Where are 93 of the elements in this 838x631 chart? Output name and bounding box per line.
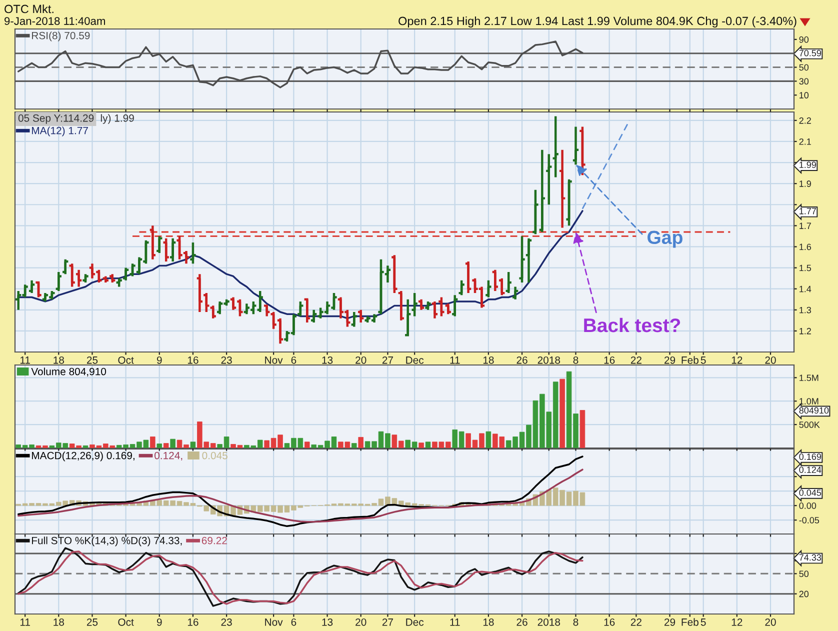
legend-label: MA(12) 1.77 xyxy=(32,126,88,136)
annotation: Back test? xyxy=(584,318,680,332)
y-tick-label: 1.5M xyxy=(800,374,818,382)
x-tick-label: 2018 xyxy=(538,356,560,364)
x-tick-label: 9 xyxy=(156,618,162,626)
y-tick-label: 0.169 xyxy=(799,454,822,460)
x-tick-label: 16 xyxy=(604,618,615,626)
x-tick-label: 13 xyxy=(322,356,333,364)
x-tick-label: 20 xyxy=(356,618,366,626)
y-tick-label: 1.0M xyxy=(800,398,818,404)
y-tick-label: 50 xyxy=(799,64,809,71)
x-tick-label: 18 xyxy=(483,618,494,626)
x-tick-label: 29 xyxy=(664,356,676,364)
y-tick-label: 10 xyxy=(800,92,809,98)
y-tick-label: 1.5 xyxy=(800,264,812,272)
x-tick-label: 20 xyxy=(356,356,366,364)
y-tick-label: 804910 xyxy=(799,407,829,414)
x-tick-label: 12 xyxy=(732,618,742,626)
annotation: ly) 1.99 xyxy=(100,114,134,124)
x-tick-label: Dec xyxy=(406,618,424,626)
x-tick-label: Nov xyxy=(265,356,283,364)
x-tick-label: 16 xyxy=(188,618,198,626)
x-tick-label: 16 xyxy=(604,356,615,364)
y-tick-label: 1.2 xyxy=(800,328,811,334)
x-tick-label: 18 xyxy=(54,356,64,364)
x-tick-label: 26 xyxy=(516,356,528,364)
x-tick-label: 9 xyxy=(156,356,162,364)
x-tick-label: 11 xyxy=(20,618,30,626)
chart-title: OTC Mkt. xyxy=(4,4,54,14)
y-tick-label: 30 xyxy=(799,78,809,85)
y-tick-label: 1.6 xyxy=(800,244,812,250)
y-tick-label: 0.00 xyxy=(799,502,816,509)
legend-label: Volume 804,910 xyxy=(31,368,106,376)
legend-label: MACD(12,26,9) 0.169, xyxy=(32,452,134,462)
x-tick-label: 11 xyxy=(20,356,30,364)
x-tick-label: 6 xyxy=(291,618,296,626)
x-tick-label: Feb xyxy=(682,356,698,364)
x-tick-label: 12 xyxy=(732,356,742,364)
x-tick-label: 18 xyxy=(54,618,64,626)
x-tick-label: 5 xyxy=(700,356,706,364)
annotation: 05 Sep Y:114.29 xyxy=(18,114,94,124)
legend-label: Full STO %K(14,3) %D(3) 74.33, xyxy=(32,536,182,546)
x-tick-label: 22 xyxy=(630,356,642,364)
x-tick-label: Feb xyxy=(682,618,698,626)
y-tick-label: 500K xyxy=(799,422,820,428)
y-tick-label: 0.045 xyxy=(799,489,822,496)
x-tick-label: 20 xyxy=(765,618,776,626)
y-tick-label: 1.9 xyxy=(800,180,811,187)
y-tick-label: 1.77 xyxy=(800,208,816,214)
y-tick-label: 1.7 xyxy=(800,222,811,229)
x-tick-label: 11 xyxy=(450,356,460,364)
legend-label: 69.22 xyxy=(202,536,227,544)
x-tick-label: 8 xyxy=(573,356,578,364)
x-tick-label: 27 xyxy=(382,356,393,364)
y-tick-label: 2.1 xyxy=(799,138,811,145)
x-tick-label: 18 xyxy=(483,356,494,364)
y-tick-label: 1.4 xyxy=(800,286,812,292)
y-tick-label: 74.33 xyxy=(799,554,822,561)
y-tick-label: 1.99 xyxy=(800,162,816,168)
x-tick-label: 5 xyxy=(700,618,706,626)
x-tick-label: 2018 xyxy=(538,618,560,626)
y-tick-label: -0.05 xyxy=(799,517,820,524)
x-tick-label: 6 xyxy=(291,356,296,364)
y-tick-label: 0.124 xyxy=(799,466,822,473)
y-tick-label: 2.2 xyxy=(799,117,811,124)
x-tick-label: 8 xyxy=(573,618,578,626)
chart-subtitle: 9-Jan-2018 11:40am xyxy=(4,17,105,25)
y-tick-label: 70.59 xyxy=(799,50,822,56)
x-tick-label: Nov xyxy=(265,618,283,626)
x-tick-label: 27 xyxy=(382,618,393,626)
x-tick-label: 23 xyxy=(221,356,232,364)
x-tick-label: Oct xyxy=(118,356,134,364)
x-tick-label: 23 xyxy=(221,618,232,626)
x-tick-label: 13 xyxy=(322,618,333,626)
x-tick-label: 16 xyxy=(188,356,198,364)
legend-label: 0.045 xyxy=(202,452,228,460)
y-tick-label: 50 xyxy=(799,570,809,578)
x-tick-label: Dec xyxy=(406,356,424,364)
annotation: Gap xyxy=(648,230,682,248)
x-tick-label: 20 xyxy=(765,356,776,364)
legend-label: 0.124, xyxy=(154,452,182,460)
y-tick-label: 20 xyxy=(799,590,809,598)
x-tick-label: 26 xyxy=(516,618,528,626)
x-tick-label: 22 xyxy=(630,618,642,626)
y-tick-label: 90 xyxy=(799,36,809,43)
x-tick-label: Oct xyxy=(118,618,134,626)
x-tick-label: 11 xyxy=(450,618,460,626)
x-tick-label: 25 xyxy=(86,356,98,364)
y-tick-label: 1.3 xyxy=(800,306,812,314)
text: Open 2.15 High 2.17 Low 1.94 Last 1.99 Volume 804.9K Chg -0.07 (-3.40%) xyxy=(398,16,796,28)
x-tick-label: 29 xyxy=(664,618,676,626)
x-tick-label: 25 xyxy=(86,618,98,626)
legend-label: RSI(8) 70.59 xyxy=(32,32,90,42)
